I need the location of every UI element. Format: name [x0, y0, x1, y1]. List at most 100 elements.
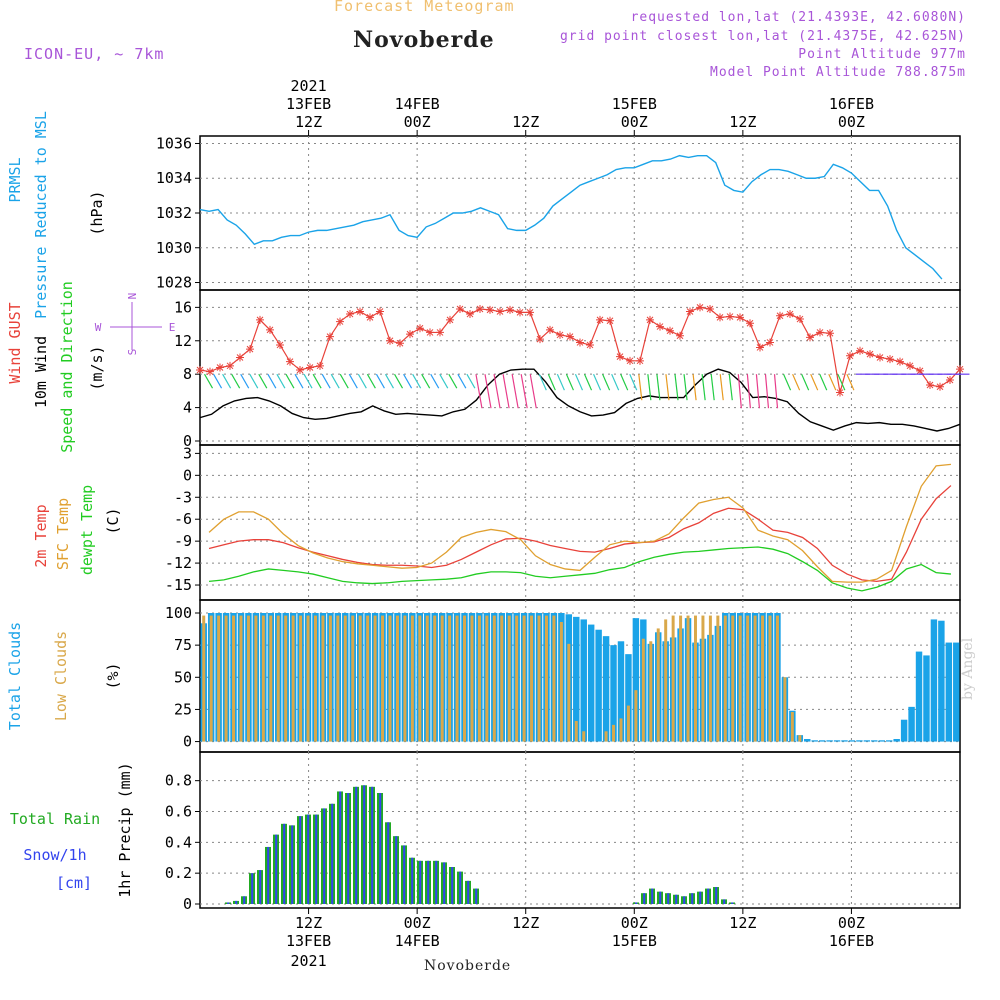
- snow-bar: [659, 891, 662, 904]
- wind-direction-arrow: [783, 373, 792, 391]
- snow-bar: [323, 808, 326, 904]
- gust-marker: [756, 343, 764, 352]
- snow-bar: [443, 862, 446, 904]
- gust-marker: [856, 346, 864, 355]
- gust-marker: [496, 307, 504, 316]
- gust-marker: [776, 311, 784, 320]
- wind-direction-arrow: [484, 374, 492, 409]
- low-clouds-bar: [686, 615, 690, 742]
- value-tick-label: 4: [183, 399, 192, 417]
- wind-direction-arrow: [620, 373, 629, 391]
- wind-direction-arrow: [375, 373, 385, 389]
- wind-direction-arrow: [755, 374, 761, 409]
- gust-marker: [216, 363, 224, 372]
- requested-coordinates: requested lon,lat (21.4393E, 42.6080N): [630, 10, 966, 25]
- wind-direction-arrow: [222, 373, 232, 389]
- time-tick-label: 00Z: [621, 113, 648, 131]
- low-clouds-bar: [448, 615, 452, 742]
- snow-bar: [291, 825, 294, 904]
- wind-direction-arrow: [538, 373, 547, 391]
- prmsl-axis-label: PRMSL: [6, 157, 24, 202]
- low-clouds-bar: [641, 638, 645, 742]
- snow-bar: [235, 900, 238, 904]
- gust-marker: [836, 388, 844, 397]
- low-clouds-bar: [224, 615, 228, 742]
- total-clouds-bar: [900, 719, 908, 742]
- low-clouds-bar: [440, 615, 444, 742]
- value-tick-label: -9: [174, 532, 192, 550]
- gust-marker: [766, 338, 774, 347]
- snow-bar: [403, 845, 406, 904]
- low-clouds-bar: [299, 615, 303, 742]
- wind-direction-arrow: [267, 373, 277, 389]
- wind-direction-arrow: [520, 374, 528, 409]
- gust-marker: [426, 328, 434, 337]
- station-name: Novoberde: [353, 27, 495, 53]
- panel-frame-3: [199, 444, 961, 601]
- gust-line: [199, 306, 961, 393]
- wind-direction-arrow: [421, 373, 431, 389]
- gust-marker: [476, 305, 484, 314]
- dewpt-axis-label: dewpt Temp: [78, 485, 96, 575]
- low-clouds-bar: [321, 615, 325, 742]
- total-clouds-bar: [878, 740, 885, 742]
- low-clouds-bar: [276, 615, 280, 742]
- wind-direction-arrow: [430, 373, 440, 389]
- gust-marker: [356, 307, 364, 316]
- time-tick-label: 12Z: [295, 113, 322, 131]
- time-tick-label: 12Z: [512, 113, 539, 131]
- total-clouds-bar: [602, 636, 610, 742]
- value-tick-label: 1032: [156, 204, 192, 222]
- low-clouds-bar: [418, 615, 422, 742]
- time-tick-label: 12Z: [729, 914, 756, 932]
- gust-marker: [626, 356, 634, 365]
- gust-marker: [396, 339, 404, 348]
- gust-marker: [556, 330, 564, 339]
- low-clouds-bar: [708, 615, 712, 742]
- wind-direction-arrow: [511, 374, 519, 409]
- value-tick-label: -3: [174, 488, 192, 506]
- wind-direction-arrow: [746, 374, 751, 409]
- wind-direction-arrow: [448, 373, 458, 389]
- low-clouds-bar: [336, 615, 340, 742]
- low-clouds-bar: [403, 615, 407, 742]
- gust-marker: [316, 361, 324, 370]
- gust-marker: [586, 340, 594, 349]
- wind-direction-arrow: [556, 373, 565, 391]
- gridpoint-coordinates: grid point closest lon,lat (21.4375E, 42…: [559, 29, 966, 44]
- total-clouds-bar: [625, 654, 632, 742]
- value-tick-label: 0.8: [165, 772, 192, 790]
- value-tick-label: 0.2: [165, 864, 192, 882]
- snow-bar: [459, 871, 462, 904]
- value-tick-label: -6: [174, 510, 192, 528]
- low-clouds-bar: [552, 615, 556, 742]
- wind-direction-arrow: [348, 373, 358, 389]
- snow-bar: [283, 823, 286, 904]
- gust-marker: [536, 335, 544, 344]
- wind-direction-arrow: [764, 374, 770, 409]
- total-clouds-bar: [923, 655, 930, 742]
- compass-w-label: W: [95, 321, 102, 334]
- total-clouds-bar: [863, 740, 871, 742]
- gust-marker: [516, 308, 524, 317]
- snow-bar: [475, 888, 478, 904]
- total-clouds-bar: [632, 618, 640, 742]
- date-tick-label: 16FEB: [829, 932, 874, 950]
- value-tick-label: 1034: [156, 169, 192, 187]
- gust-marker: [246, 345, 254, 354]
- date-tick-label: 16FEB: [829, 95, 874, 113]
- gust-marker: [846, 351, 854, 360]
- gust-marker: [636, 356, 644, 365]
- total-clouds-bar: [841, 740, 848, 742]
- panel-frame-5: [199, 751, 961, 909]
- snow-unit-label: [cm]: [56, 874, 92, 892]
- gust-marker: [716, 313, 724, 322]
- low-clouds-bar: [701, 615, 705, 742]
- gust-marker: [306, 363, 314, 372]
- gust-marker: [366, 313, 374, 322]
- wind-direction-arrow: [593, 373, 602, 391]
- low-clouds-bar: [284, 615, 288, 742]
- gust-marker: [436, 328, 444, 337]
- low-clouds-bar: [507, 615, 511, 742]
- total-clouds-bar: [848, 740, 856, 742]
